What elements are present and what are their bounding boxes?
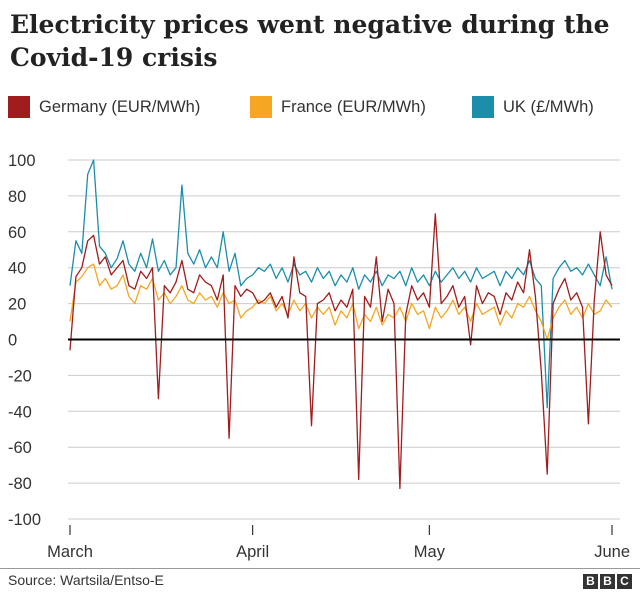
y-tick-label: -40	[8, 403, 32, 421]
chart-title: Electricity prices went negative during …	[10, 10, 610, 72]
x-tick-label: March	[47, 543, 93, 561]
bbc-logo: B B C	[581, 574, 632, 589]
legend-swatch-uk	[472, 96, 494, 118]
y-tick-label: 100	[8, 152, 36, 170]
y-tick-label: 80	[8, 188, 26, 206]
legend-item-france: France (EUR/MWh)	[250, 96, 426, 118]
x-tick-label: May	[414, 543, 446, 561]
chart-plot: 100 80 60 40 20 0 -20 -40 -60 -80 -100 March April Ma…	[8, 152, 630, 561]
y-tick-label: -100	[8, 511, 41, 529]
bbc-logo-letter: B	[583, 574, 598, 589]
y-tick-label: 0	[8, 332, 17, 350]
legend-swatch-france	[250, 96, 272, 118]
y-tick-label: 20	[8, 296, 26, 314]
y-tick-label: -80	[8, 475, 32, 493]
footer-divider	[0, 568, 640, 569]
y-tick-label: -20	[8, 367, 32, 385]
bbc-logo-letter: C	[617, 574, 632, 589]
y-tick-label: -60	[8, 439, 32, 457]
series-line-france	[69, 263, 613, 341]
legend-label-france: France (EUR/MWh)	[281, 97, 426, 116]
x-tick-label: April	[236, 543, 269, 561]
y-tick-label: 40	[8, 260, 26, 278]
legend-label-germany: Germany (EUR/MWh)	[39, 97, 201, 116]
x-tick-label: June	[594, 543, 630, 561]
legend-swatch-germany	[8, 96, 30, 118]
legend-label-uk: UK (£/MWh)	[503, 97, 594, 116]
legend-item-uk: UK (£/MWh)	[472, 96, 594, 118]
source-note: Source: Wartsila/Entso-E	[8, 572, 164, 588]
chart-legend: Germany (EUR/MWh) France (EUR/MWh) UK (£…	[8, 96, 638, 124]
series-line-germany	[69, 213, 613, 490]
series-line-uk	[69, 159, 613, 409]
legend-item-germany: Germany (EUR/MWh)	[8, 96, 200, 118]
y-tick-label: 60	[8, 224, 26, 242]
bbc-logo-letter: B	[600, 574, 615, 589]
